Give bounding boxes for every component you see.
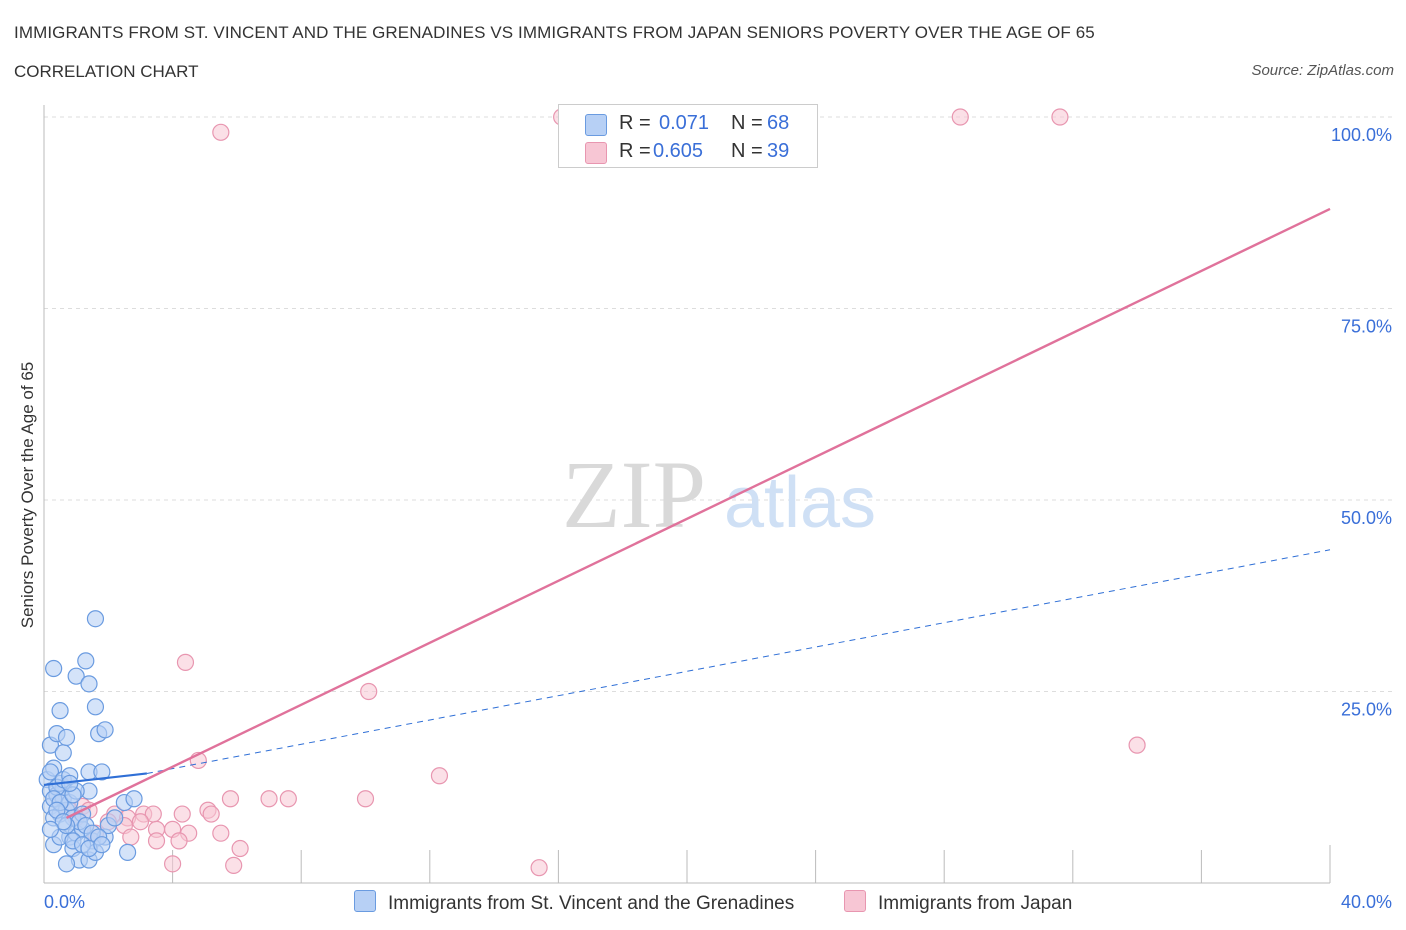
st-vincent-point — [106, 809, 124, 827]
japan-point — [176, 653, 195, 671]
japan-point — [164, 855, 182, 873]
japan-point — [951, 108, 969, 126]
japan-point — [170, 832, 188, 850]
x-tick-label-max: 40.0% — [1341, 892, 1392, 912]
st-vincent-point — [77, 652, 95, 670]
correlation-legend: R = 0.071 N = 68 R = 0.605 N = 39 — [558, 104, 818, 168]
japan-point — [225, 856, 243, 874]
japan-point — [360, 682, 378, 701]
bottom-legend-swatch-series2 — [844, 890, 866, 912]
st-vincent-point — [54, 744, 72, 762]
x-tick-label-min: 0.0% — [44, 892, 85, 912]
japan-point — [260, 790, 278, 808]
japan-point — [430, 767, 449, 785]
st-vincent-point — [57, 855, 76, 873]
japan-point — [212, 824, 230, 842]
watermark-atlas: atlas — [724, 463, 876, 543]
st-vincent-trend-dashed — [146, 549, 1331, 774]
st-vincent-point — [41, 763, 60, 781]
japan-point — [279, 790, 297, 808]
japan-point — [1051, 108, 1069, 126]
tick-label-layer: 25.0% 50.0% 75.0% 100.0% 0.0% 40.0% — [44, 125, 1392, 912]
series2-r-value: 0.605 — [653, 140, 704, 162]
japan-point — [1128, 736, 1146, 754]
y-tick-label: 25.0% — [1341, 700, 1392, 720]
st-vincent-point — [80, 675, 98, 693]
bottom-legend-series1: Immigrants from St. Vincent and the Gren… — [354, 890, 794, 915]
grid-layer — [44, 116, 1392, 692]
r-label: R = — [619, 140, 651, 162]
r-label: R = — [619, 112, 651, 134]
japan-point — [212, 123, 230, 141]
source-label: Source: ZipAtlas.com — [1251, 62, 1394, 79]
series2-n-value: 39 — [767, 140, 790, 162]
trend-layer — [43, 207, 1331, 819]
bottom-legend-label-series1: Immigrants from St. Vincent and the Gren… — [388, 893, 795, 914]
n-label: N = — [731, 112, 763, 134]
series1-n-value: 68 — [767, 112, 790, 134]
points-layer — [38, 108, 1146, 877]
bottom-legend-label-series2: Immigrants from Japan — [878, 893, 1073, 914]
japan-point — [356, 790, 375, 808]
japan-point — [231, 839, 249, 858]
y-tick-label: 100.0% — [1331, 125, 1392, 145]
series1-swatch — [585, 114, 607, 136]
st-vincent-point — [118, 843, 137, 861]
st-vincent-point — [125, 790, 143, 808]
st-vincent-trend-solid — [43, 772, 148, 787]
st-vincent-point — [51, 702, 69, 720]
series2-swatch — [585, 142, 607, 164]
japan-trend-line — [65, 207, 1331, 819]
japan-point — [202, 805, 220, 823]
japan-point — [221, 790, 240, 808]
n-label: N = — [731, 140, 763, 162]
chart-title: IMMIGRANTS FROM ST. VINCENT AND THE GREN… — [14, 23, 1095, 42]
st-vincent-point — [67, 667, 85, 685]
st-vincent-point — [86, 610, 105, 628]
st-vincent-point — [93, 763, 111, 781]
st-vincent-point — [86, 698, 105, 716]
st-vincent-point — [96, 721, 114, 739]
japan-point — [122, 828, 140, 846]
st-vincent-point — [57, 728, 76, 747]
chart-subtitle: CORRELATION CHART — [14, 62, 199, 81]
japan-point — [131, 813, 150, 831]
bottom-legend-series2: Immigrants from Japan — [844, 890, 1072, 915]
series1-r-value: 0.071 — [659, 112, 710, 134]
bottom-legend-swatch-series1 — [354, 890, 376, 912]
y-tick-label: 75.0% — [1341, 317, 1392, 337]
st-vincent-point — [41, 820, 60, 838]
japan-point — [530, 859, 548, 877]
japan-point — [173, 805, 191, 823]
st-vincent-point — [93, 836, 111, 854]
y-tick-label: 50.0% — [1341, 508, 1392, 528]
japan-point — [147, 832, 166, 850]
watermark-zip: ZIP — [562, 441, 706, 548]
st-vincent-point — [45, 659, 63, 678]
